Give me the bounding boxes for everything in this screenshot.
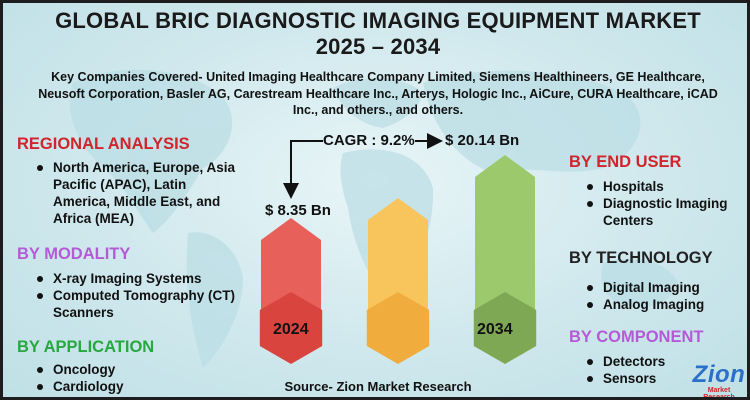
regional-list: North America, Europe, Asia Pacific (APA… — [35, 159, 240, 227]
value-2024: $ 8.35 Bn — [265, 202, 331, 219]
by-component-heading: BY COMPONENT — [569, 328, 704, 346]
year-2024: 2024 — [273, 321, 309, 338]
title-line-1: GLOBAL BRIC DIAGNOSTIC IMAGING EQUIPMENT… — [55, 8, 701, 33]
zion-logo: Zion Market Research — [691, 361, 747, 400]
year-2034: 2034 — [477, 321, 513, 338]
list-item: Digital Imaging — [585, 279, 745, 296]
bar-2024 — [261, 218, 321, 328]
hexagon-2034 — [473, 292, 537, 364]
cagr-arrow-down — [283, 140, 323, 199]
hexagon-2024 — [259, 292, 323, 364]
list-item: Detectors — [585, 353, 735, 370]
list-item: Sensors — [585, 370, 735, 387]
regional-analysis-heading: REGIONAL ANALYSIS — [17, 135, 190, 153]
list-item: Oncology — [35, 361, 235, 378]
value-2034: $ 20.14 Bn — [445, 132, 520, 149]
by-technology-heading: BY TECHNOLOGY — [569, 249, 713, 267]
technology-list: Digital Imaging Analog Imaging — [585, 279, 745, 313]
application-list: Oncology Cardiology — [35, 361, 235, 395]
list-item: North America, Europe, Asia Pacific (APA… — [35, 159, 240, 227]
list-item: Analog Imaging — [585, 296, 745, 313]
end-user-list: Hospitals Diagnostic Imaging Centers — [585, 178, 745, 229]
bar-2034 — [475, 155, 535, 328]
source-text: Source- Zion Market Research — [284, 379, 472, 394]
hexagon-middle — [366, 292, 430, 364]
bar-middle — [368, 198, 428, 328]
by-application-heading: BY APPLICATION — [17, 338, 155, 356]
by-modality-heading: BY MODALITY — [17, 245, 131, 263]
modality-list: X-ray Imaging Systems Computed Tomograph… — [35, 270, 245, 321]
logo-word: Zion — [692, 361, 746, 388]
list-item: Cardiology — [35, 378, 235, 395]
title-line-2: 2025 – 2034 — [315, 34, 441, 59]
list-item: Hospitals — [585, 178, 745, 195]
list-item: Diagnostic Imaging Centers — [585, 195, 745, 229]
list-item: X-ray Imaging Systems — [35, 270, 245, 287]
list-item: Computed Tomography (CT) Scanners — [35, 287, 245, 321]
component-list: Detectors Sensors — [585, 353, 735, 387]
by-end-user-heading: BY END USER — [569, 153, 682, 171]
cagr-label: CAGR : 9.2% — [323, 132, 415, 149]
logo-subtitle: Market Research — [703, 387, 735, 400]
key-companies-text: Key Companies Covered- United Imaging He… — [38, 70, 718, 117]
growth-graphic — [259, 133, 537, 364]
